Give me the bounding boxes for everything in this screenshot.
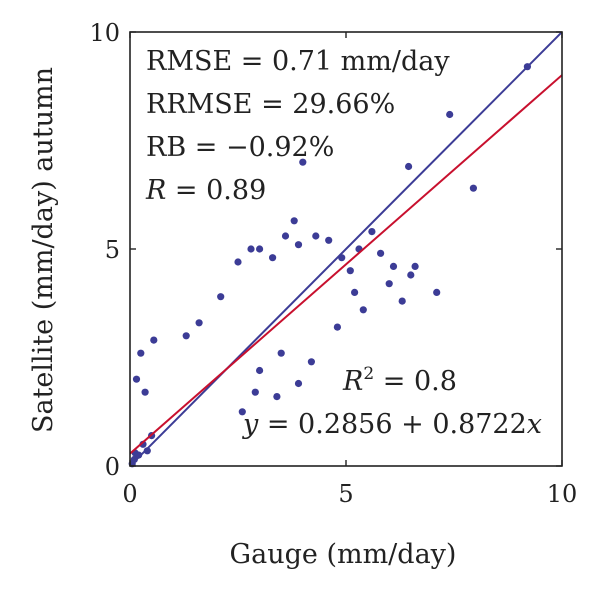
data-point-37	[195, 319, 203, 327]
ticks-layer: 0 5 10 0 5 10	[89, 19, 577, 508]
data-point-20	[333, 323, 341, 331]
data-point-25	[251, 388, 259, 396]
eq-y: y	[242, 409, 259, 440]
y-tick-label: 10	[89, 19, 120, 47]
rb-label: RB = −0.92%	[146, 132, 334, 163]
regression-equation: y = 0.2856 + 0.8722x	[242, 409, 542, 440]
data-point-18	[359, 306, 367, 314]
data-point-9	[411, 262, 419, 270]
r2-value: = 0.8	[374, 366, 457, 397]
x-axis-title: Gauge (mm/day)	[230, 539, 457, 570]
stats-block: RMSE = 0.71 mm/day RRMSE = 29.66% RB = −…	[145, 46, 542, 440]
data-point-31	[256, 245, 264, 253]
data-point-17	[325, 236, 333, 244]
data-point-2	[469, 184, 477, 192]
data-point-3	[405, 162, 413, 171]
data-point-5	[290, 217, 298, 225]
data-point-28	[132, 375, 141, 383]
data-point-8	[389, 262, 398, 270]
data-point-19	[351, 288, 359, 296]
data-point-34	[269, 254, 277, 262]
y-axis-title: Satellite (mm/day) autumn	[28, 67, 59, 433]
x-tick-label: 0	[122, 480, 137, 508]
data-point-36	[312, 232, 320, 240]
data-point-11	[385, 280, 393, 288]
data-point-32	[234, 258, 242, 266]
data-point-4	[299, 158, 307, 166]
r2-symbol: R	[342, 366, 363, 397]
data-point-10	[407, 271, 415, 279]
data-point-35	[294, 241, 303, 249]
data-point-26	[137, 349, 145, 357]
data-point-41	[256, 366, 264, 375]
data-point-24	[238, 408, 246, 416]
r-label: R = 0.89	[145, 175, 266, 206]
data-point-40	[277, 349, 285, 357]
rrmse-label: RRMSE = 29.66%	[146, 89, 395, 120]
x-tick-label: 10	[547, 480, 578, 508]
r2-label: R2 = 0.8	[342, 364, 457, 397]
data-point-21	[307, 358, 315, 366]
data-point-6	[368, 228, 376, 236]
regression-line	[130, 74, 562, 455]
r-symbol: R	[145, 175, 166, 206]
eq-mid: = 0.2856 + 0.8722	[258, 409, 527, 440]
data-point-23	[273, 393, 281, 401]
data-point-38	[217, 293, 225, 301]
data-point-47	[143, 447, 151, 455]
data-point-7	[377, 249, 385, 257]
lines-layer	[130, 32, 562, 466]
data-point-29	[141, 388, 149, 396]
r2-exponent: 2	[363, 364, 374, 384]
r-value: = 0.89	[166, 175, 266, 206]
y-tick-label: 5	[105, 236, 120, 264]
data-point-30	[247, 245, 255, 253]
data-point-14	[346, 267, 354, 275]
data-point-27	[150, 336, 158, 344]
data-point-1	[446, 110, 454, 119]
eq-x: x	[527, 409, 542, 440]
data-point-12	[433, 288, 441, 296]
y-tick-label: 0	[105, 453, 120, 481]
data-point-43	[130, 455, 138, 464]
data-point-39	[182, 332, 190, 340]
one-to-one-line	[130, 32, 562, 466]
rmse-label: RMSE = 0.71 mm/day	[146, 46, 450, 77]
points-layer	[128, 63, 532, 468]
data-point-33	[281, 232, 290, 240]
data-point-22	[294, 379, 303, 388]
x-tick-label: 5	[338, 480, 353, 508]
data-point-13	[398, 297, 406, 305]
